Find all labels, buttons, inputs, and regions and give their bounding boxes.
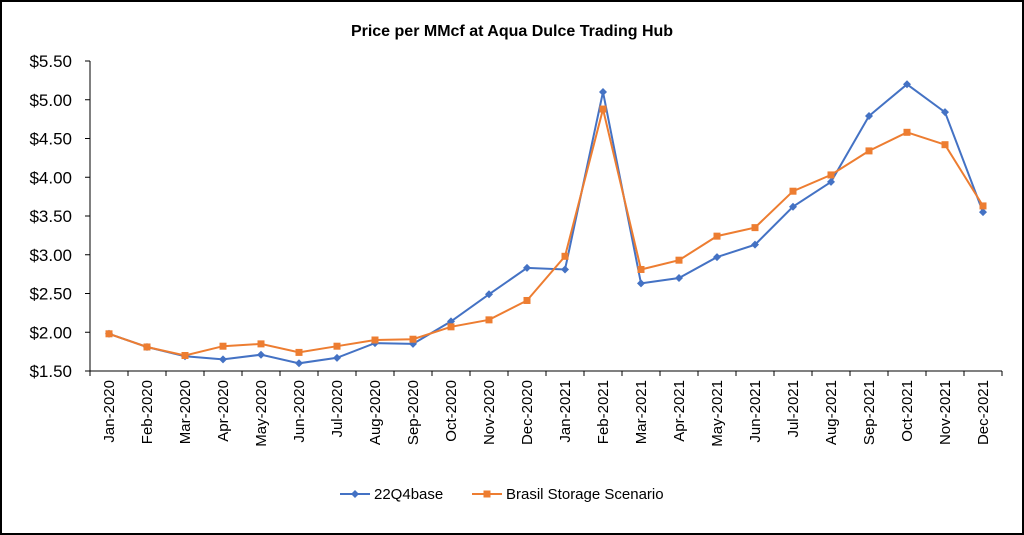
x-tick-label: Apr-2021 [671,380,688,442]
x-tick-label: Feb-2021 [595,380,612,444]
data-point [865,112,873,121]
x-tick-label: Apr-2020 [215,380,232,442]
x-tick-label: Aug-2021 [823,380,840,445]
data-point [675,274,683,282]
legend-marker [483,490,491,498]
data-point [257,350,265,359]
y-tick-label: $3.00 [29,246,72,265]
y-tick-label: $2.50 [29,285,72,304]
data-point [485,290,493,299]
series-layer [105,80,987,368]
data-point [105,330,113,338]
data-point [751,240,759,249]
y-tick-label: $5.00 [29,91,72,110]
data-point [409,335,417,343]
data-point [561,265,569,274]
data-point [523,263,531,272]
data-point [333,353,341,362]
data-point [903,128,911,136]
x-tick-label: Mar-2021 [633,380,650,444]
data-point [333,342,341,350]
data-point [827,177,835,186]
data-point [295,348,303,356]
legend-item: 22Q4base [340,486,443,503]
y-tick-label: $3.50 [29,207,72,226]
x-tick-label: Mar-2020 [177,380,194,444]
x-tick-label: Jan-2020 [101,380,118,443]
x-tick-label: May-2021 [709,380,726,447]
x-tick-label: Sep-2020 [405,380,422,445]
legend-marker [351,490,359,498]
data-point [675,256,683,264]
data-point [865,147,873,155]
data-point [371,336,379,344]
legend-item: Brasil Storage Scenario [472,486,664,503]
data-point [485,316,493,324]
x-tick-label: Jun-2020 [291,380,308,443]
x-tick-label: May-2020 [253,380,270,447]
data-point [523,296,531,304]
series-line [108,83,984,365]
data-point [637,279,645,288]
data-point [219,355,227,364]
y-tick-label: $4.00 [29,168,72,187]
x-tick-label: Feb-2020 [139,380,156,444]
data-point [713,232,721,240]
data-point [181,352,189,359]
y-tick-label: $5.50 [29,52,72,71]
x-tick-label: Nov-2021 [937,380,954,445]
data-point [295,359,303,368]
legend-label: 22Q4base [374,486,443,503]
data-point [789,187,797,195]
data-point [903,80,911,89]
data-point [561,252,569,260]
y-tick-label: $1.50 [29,362,72,381]
data-point [979,208,987,217]
y-tick-label: $2.00 [29,323,72,342]
chart-title: Price per MMcf at Aqua Dulce Trading Hub [351,23,673,40]
data-point [941,141,949,149]
data-point [257,340,265,348]
data-point [751,224,759,232]
x-tick-label: Aug-2020 [367,380,384,445]
data-point [789,202,797,211]
data-point [979,202,987,210]
data-point [713,253,721,262]
data-point [941,108,949,117]
data-point [447,323,455,331]
series-base [105,80,987,368]
data-point [599,105,607,113]
x-tick-label: Jun-2021 [747,380,764,443]
axes: $1.50 $2.00 $2.50 $3.00 $3.50 $4.00 $4.50 $5.00… [29,52,1003,447]
x-tick-label: Oct-2021 [899,380,916,442]
series-line [108,108,984,357]
data-point [827,171,835,179]
data-point [219,342,227,350]
x-tick-label: Sep-2021 [861,380,878,445]
data-point [143,343,151,351]
data-point [599,88,607,96]
x-tick-label: Jul-2020 [329,380,346,438]
x-tick-label: Jul-2021 [785,380,802,438]
x-tick-label: Nov-2020 [481,380,498,445]
x-tick-label: Jan-2021 [557,380,574,443]
y-tick-label: $4.50 [29,130,72,149]
series-scenario [105,105,987,359]
x-tick-label: Dec-2020 [519,380,536,445]
legend: 22Q4base Brasil Storage Scenario [340,486,664,503]
data-point [637,265,645,273]
x-tick-label: Oct-2020 [443,380,460,442]
x-tick-label: Dec-2021 [975,380,992,445]
legend-label: Brasil Storage Scenario [506,486,664,503]
